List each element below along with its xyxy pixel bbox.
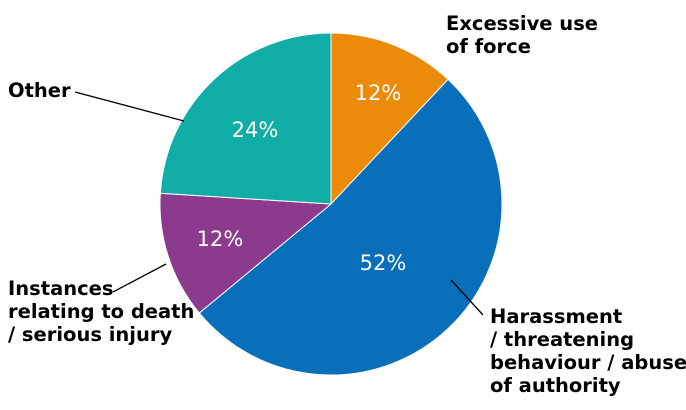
slice-category-label-line: Instances (8, 277, 114, 300)
slice-category-label-line: behaviour / abuse (490, 351, 686, 374)
pie-slice-3 (159, 192, 333, 314)
slice-category-label-line: relating to death (8, 300, 194, 323)
leader-line-4 (74, 91, 185, 122)
slice-category-label-line: / serious injury (8, 323, 172, 346)
pie-value-labels: 12% 52% 12% 24% (197, 81, 407, 275)
pie-slice-4 (159, 32, 332, 205)
pie-leader-lines (74, 91, 484, 316)
slice-category-label-1: Excessive use of force (446, 12, 598, 58)
slice-category-label-line: Other (8, 79, 71, 102)
pie-slices (159, 32, 503, 376)
slice-category-label-line: Excessive use (446, 12, 598, 35)
slice-category-label-2: Harassment / threatening behaviour / abuse… (490, 305, 686, 397)
slice-category-label-3: Instances relating to death / serious inju… (8, 277, 194, 346)
pie-slice-1 (330, 32, 449, 206)
slice-category-label-line: / threatening (490, 328, 634, 351)
slice-value-label-4: 24% (232, 118, 279, 142)
slice-category-label-4: Other (8, 79, 71, 102)
slice-category-label-line: Harassment (490, 305, 622, 328)
pie-category-labels: Excessive use of force Harassment / threate… (8, 12, 686, 397)
leader-line-3 (112, 263, 167, 293)
slice-category-label-line: of force (446, 35, 531, 58)
pie-slice-2 (198, 78, 503, 376)
leader-line-2 (450, 279, 484, 316)
slice-category-label-line: of authority (490, 374, 621, 397)
slice-value-label-1: 12% (355, 81, 402, 105)
slice-value-label-3: 12% (197, 227, 244, 251)
slice-value-label-2: 52% (360, 251, 407, 275)
